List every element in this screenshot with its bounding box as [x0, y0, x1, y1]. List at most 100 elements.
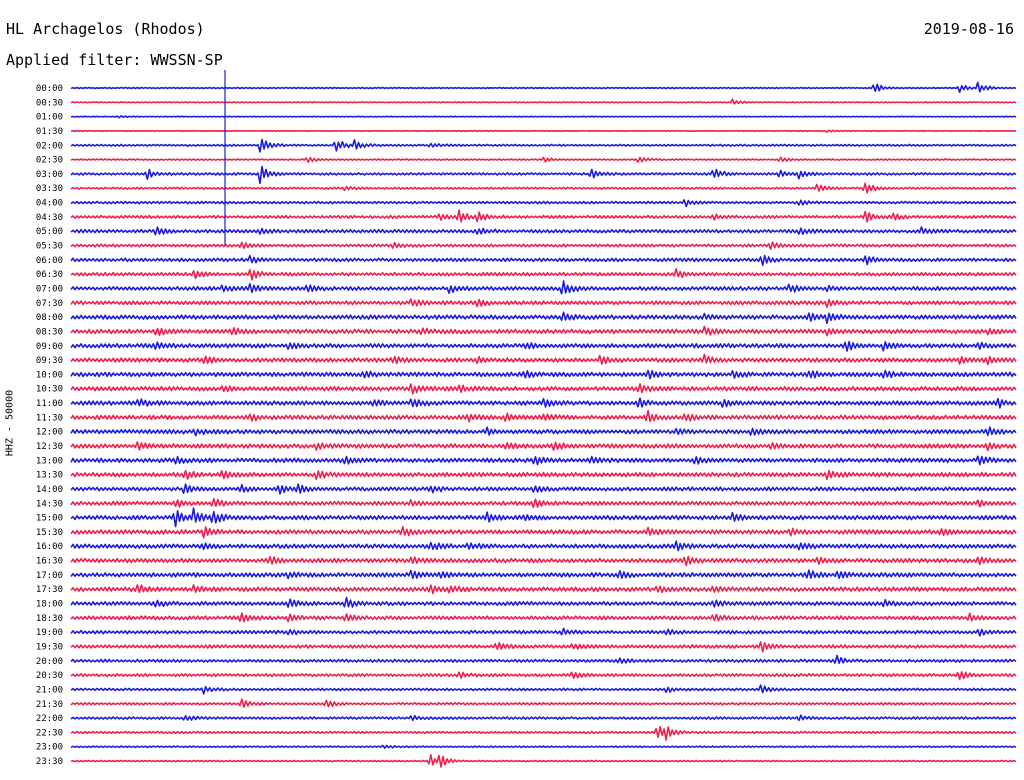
trace-1330: [70, 469, 1017, 481]
tick-label-1700: 17:00: [36, 571, 63, 581]
trace-0000: [70, 81, 1017, 94]
trace-1300: [70, 455, 1017, 466]
trace-1030: [70, 383, 1017, 395]
trace-1000: [70, 369, 1017, 380]
tick-label-0830: 08:30: [36, 327, 63, 337]
trace-0330: [70, 182, 1017, 194]
trace-2200: [70, 714, 1017, 722]
trace-0730: [70, 298, 1017, 308]
tick-label-2230: 22:30: [36, 728, 63, 738]
trace-0800: [70, 311, 1017, 325]
tick-label-0200: 02:00: [36, 141, 63, 151]
tick-label-2100: 21:00: [36, 685, 63, 695]
tick-label-0900: 09:00: [36, 342, 63, 352]
tick-label-0500: 05:00: [36, 227, 63, 237]
trace-0200: [70, 138, 1017, 153]
trace-1400: [70, 483, 1017, 495]
tick-label-1500: 15:00: [36, 514, 63, 524]
tick-label-0630: 06:30: [36, 270, 63, 280]
tick-label-1630: 16:30: [36, 557, 63, 567]
tick-label-1530: 15:30: [36, 528, 63, 538]
tick-label-0100: 01:00: [36, 113, 63, 123]
tick-label-1130: 11:30: [36, 413, 63, 423]
trace-2100: [70, 684, 1017, 695]
trace-0830: [70, 325, 1017, 337]
trace-1100: [70, 397, 1017, 409]
trace-0700: [70, 280, 1017, 295]
trace-2000: [70, 654, 1017, 664]
trace-0900: [70, 340, 1017, 352]
tick-label-1000: 10:00: [36, 370, 63, 380]
trace-0630: [70, 268, 1017, 281]
tick-label-1830: 18:30: [36, 614, 63, 624]
tick-label-0600: 06:00: [36, 256, 63, 266]
trace-0930: [70, 353, 1017, 366]
trace-0230: [70, 156, 1017, 163]
tick-label-0700: 07:00: [36, 284, 63, 294]
trace-1200: [70, 426, 1017, 437]
time-tick-labels: 00:00 00:30 01:00 01:30 02:00 02:30 03:00 03:30…: [36, 84, 63, 767]
tick-label-2330: 23:30: [36, 757, 63, 767]
tick-label-0030: 00:30: [36, 98, 63, 108]
tick-label-1330: 13:30: [36, 471, 63, 481]
tick-label-0000: 00:00: [36, 84, 63, 94]
trace-2030: [70, 671, 1017, 680]
trace-2330: [70, 754, 1017, 768]
trace-1730: [70, 584, 1017, 595]
tick-label-1600: 16:00: [36, 542, 63, 552]
tick-label-0130: 01:30: [36, 127, 63, 137]
tick-label-2200: 22:00: [36, 714, 63, 724]
trace-0430: [70, 209, 1017, 223]
trace-0400: [70, 199, 1017, 208]
station-title: HL Archagelos (Rhodos): [6, 20, 205, 38]
date-label: 2019-08-16: [923, 20, 1014, 38]
trace-2130: [70, 698, 1017, 708]
tick-label-0930: 09:30: [36, 356, 63, 366]
trace-1800: [70, 596, 1017, 608]
tick-label-1100: 11:00: [36, 399, 63, 409]
trace-0300: [70, 165, 1017, 185]
trace-1930: [70, 641, 1017, 653]
trace-1700: [70, 569, 1017, 580]
tick-label-1200: 12:00: [36, 428, 63, 438]
tick-label-0400: 04:00: [36, 199, 63, 209]
trace-0130: [70, 129, 1017, 133]
trace-2230: [70, 725, 1017, 741]
trace-0600: [70, 254, 1017, 266]
tick-label-0330: 03:30: [36, 184, 63, 194]
tick-label-0530: 05:30: [36, 242, 63, 252]
tick-label-1730: 17:30: [36, 585, 63, 595]
filter-label: Applied filter: WWSSN-SP: [6, 51, 223, 69]
tick-label-0230: 02:30: [36, 156, 63, 166]
trace-1900: [70, 627, 1017, 637]
tick-label-0800: 08:00: [36, 313, 63, 323]
trace-1430: [70, 498, 1017, 509]
trace-1130: [70, 409, 1017, 423]
tick-label-1030: 10:30: [36, 385, 63, 395]
trace-0100: [70, 115, 1017, 119]
seismogram-traces: [70, 70, 1017, 768]
tick-label-0300: 03:00: [36, 170, 63, 180]
trace-1600: [70, 540, 1017, 552]
tick-label-1400: 14:00: [36, 485, 63, 495]
tick-label-1930: 19:30: [36, 642, 63, 652]
tick-label-2300: 23:00: [36, 743, 63, 753]
trace-1230: [70, 441, 1017, 452]
tick-label-2130: 21:30: [36, 700, 63, 710]
tick-label-2030: 20:30: [36, 671, 63, 681]
trace-1530: [70, 526, 1017, 539]
trace-0030: [70, 98, 1017, 105]
tick-label-0430: 04:30: [36, 213, 63, 223]
tick-label-2000: 20:00: [36, 657, 63, 667]
tick-label-1800: 18:00: [36, 600, 63, 610]
trace-1830: [70, 612, 1017, 623]
trace-1500: [70, 507, 1017, 528]
tick-label-1900: 19:00: [36, 628, 63, 638]
trace-2300: [70, 744, 1017, 749]
tick-label-1300: 13:00: [36, 456, 63, 466]
tick-label-1430: 14:30: [36, 499, 63, 509]
tick-label-0730: 07:30: [36, 299, 63, 309]
trace-0530: [70, 241, 1017, 250]
trace-1630: [70, 555, 1017, 567]
